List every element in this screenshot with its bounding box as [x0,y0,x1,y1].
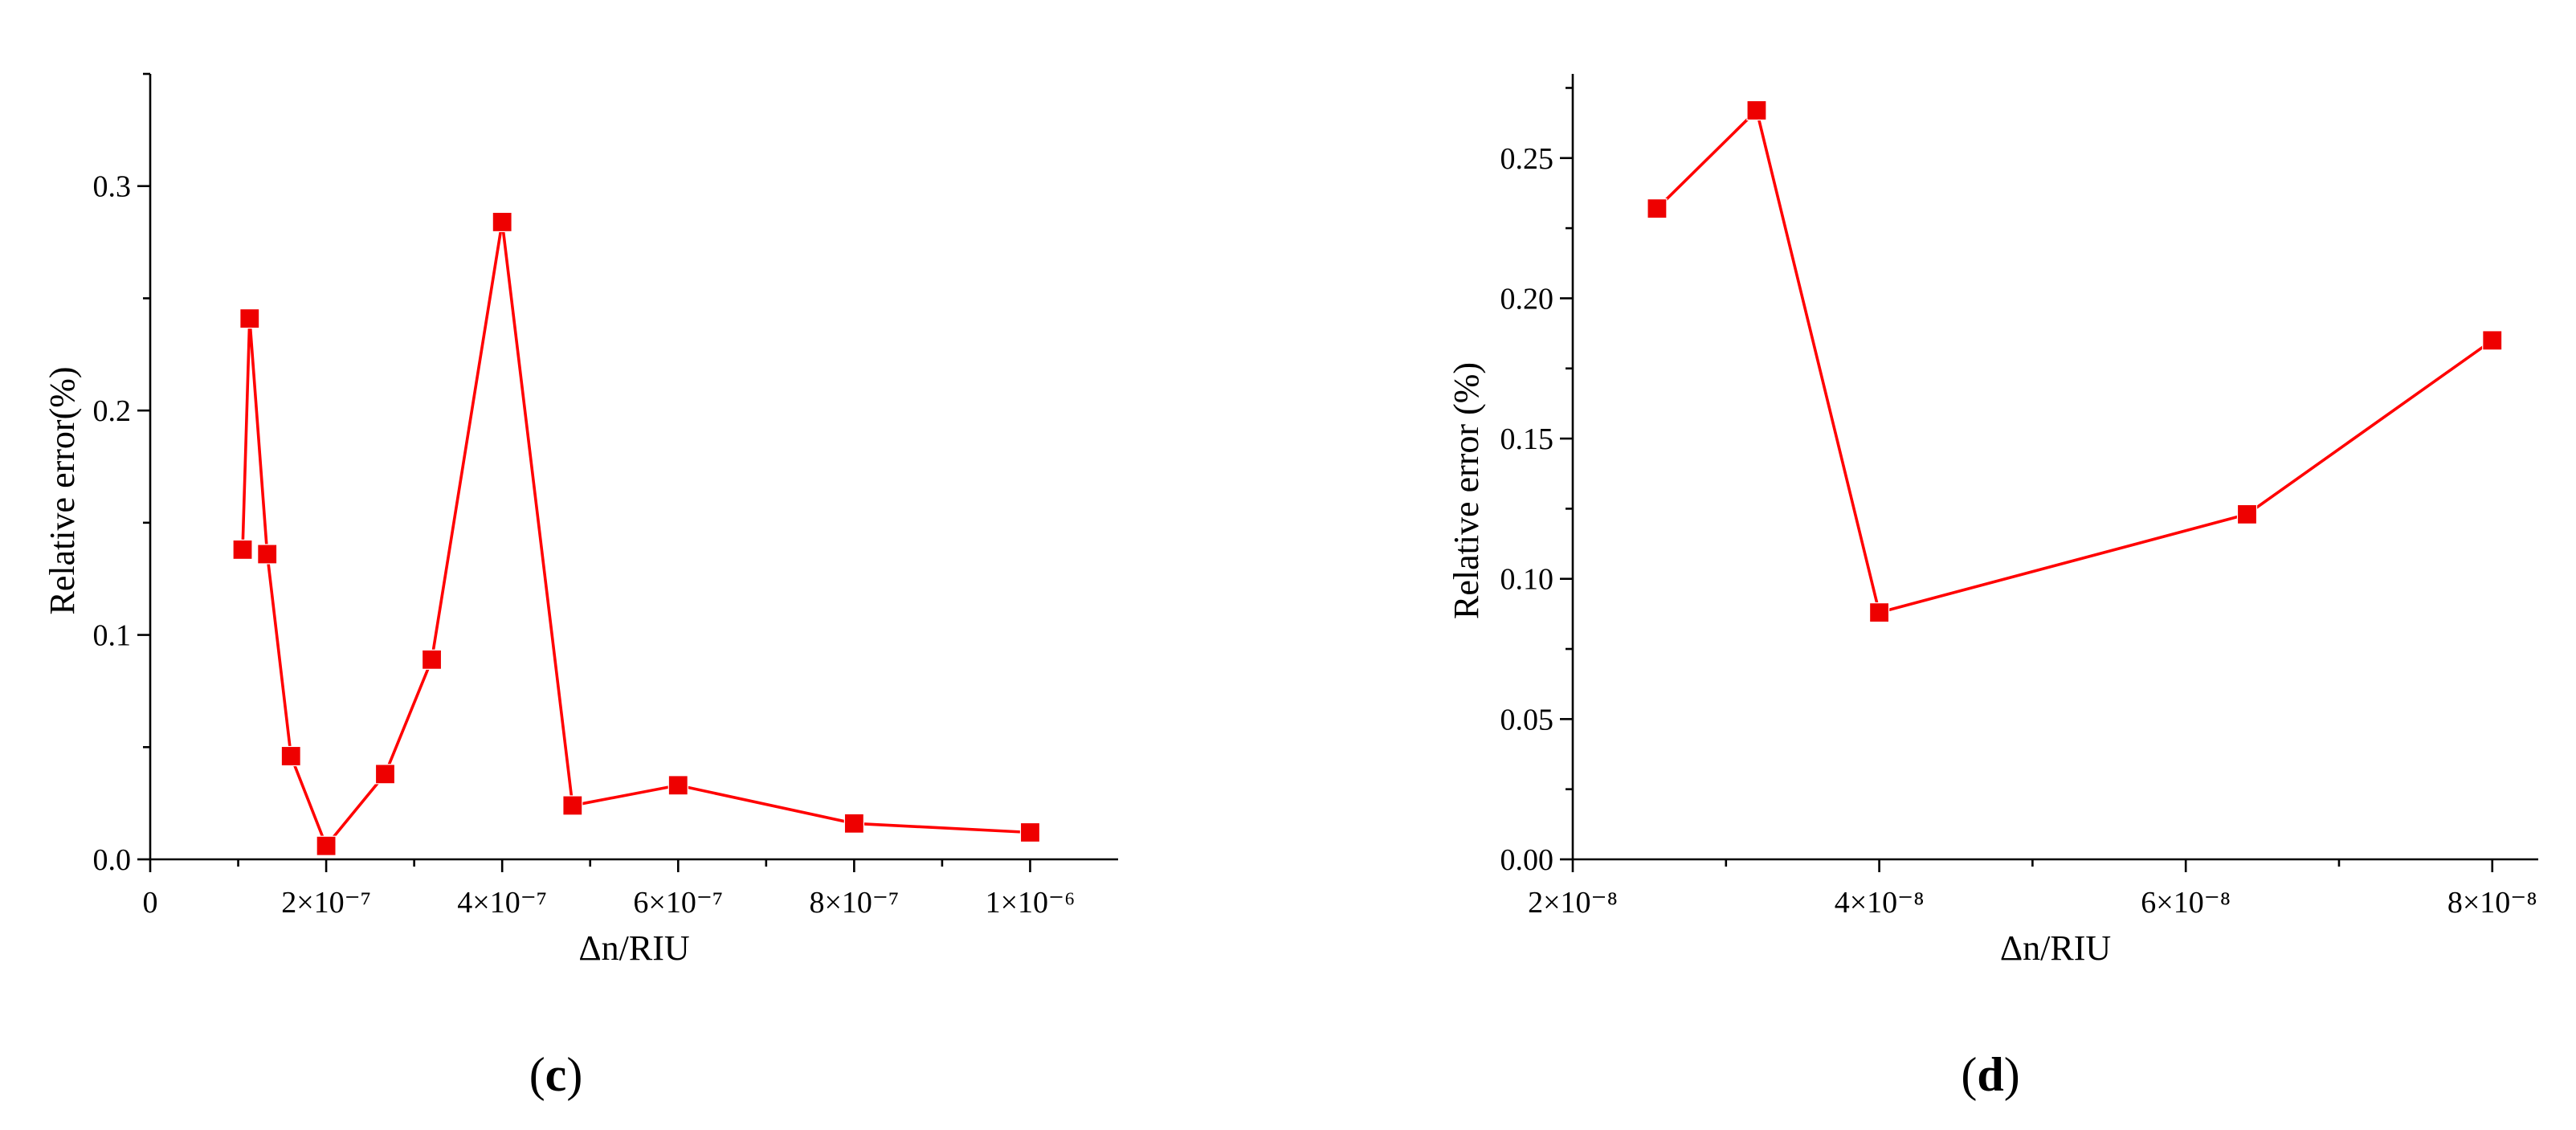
data-point [492,211,512,233]
y-tick-label: 0.20 [1500,282,1554,316]
x-tick-label: 4×10⁻⁸ [1835,886,1925,920]
x-tick-label: 2×10⁻⁸ [1528,886,1618,920]
y-axis-title: Relative error(%) [43,366,82,614]
data-point [280,745,301,767]
data-point [239,308,260,329]
data-point [421,649,443,670]
data-point [2236,504,2258,524]
y-axis-title: Relative error (%) [1447,362,1486,619]
data-point [843,813,864,834]
data-point [1019,822,1041,843]
x-tick-label: 6×10⁻⁸ [2141,886,2231,920]
x-tick-label: 1×10⁻⁶ [986,886,1076,920]
x-tick-label: 0 [143,886,158,920]
data-point [232,539,253,560]
data-point [2482,330,2503,351]
series-line [1655,107,2493,614]
data-point [562,795,583,816]
x-tick-label: 2×10⁻⁷ [281,886,371,920]
y-tick-label: 0.3 [93,170,132,204]
y-tick-label: 0.00 [1500,843,1554,877]
y-tick-label: 0.25 [1500,142,1554,176]
x-tick-label: 8×10⁻⁸ [2447,886,2537,920]
data-point [257,544,278,565]
panel-label-letter: d [1977,1048,2003,1101]
y-tick-label: 0.10 [1500,563,1554,597]
data-point [316,835,337,856]
data-point [1746,100,1767,121]
x-axis-title: Δn/RIU [2000,928,2111,968]
y-tick-label: 0.2 [93,394,132,428]
panel-label-letter: c [545,1048,567,1101]
y-tick-label: 0.05 [1500,703,1554,736]
data-point [1647,198,1668,219]
data-point [374,764,396,785]
panel-label: (c) [529,1048,583,1101]
x-axis-title: Δn/RIU [578,928,689,968]
y-tick-label: 0.15 [1500,422,1554,456]
x-tick-label: 4×10⁻⁷ [457,886,547,920]
x-tick-label: 6×10⁻⁷ [633,886,723,920]
x-tick-label: 8×10⁻⁷ [809,886,899,920]
chart-panel-c: 0 2×10⁻⁷ 4×10⁻⁷ 6×10⁻⁷ 8×10⁻⁷ 1×10⁻⁶ 0.0 0.1 0.2… [43,72,1118,1101]
data-point [667,775,688,796]
data-point [1868,602,1890,623]
panel-label: (d) [1961,1048,2019,1101]
y-tick-label: 0.0 [93,843,132,877]
y-tick-label: 0.1 [93,619,132,653]
series-line [241,222,1031,849]
chart-panel-d: 2×10⁻⁸ 4×10⁻⁸ 6×10⁻⁸ 8×10⁻⁸ 0.00 0.05 0.10 0.15… [1447,74,2538,1101]
